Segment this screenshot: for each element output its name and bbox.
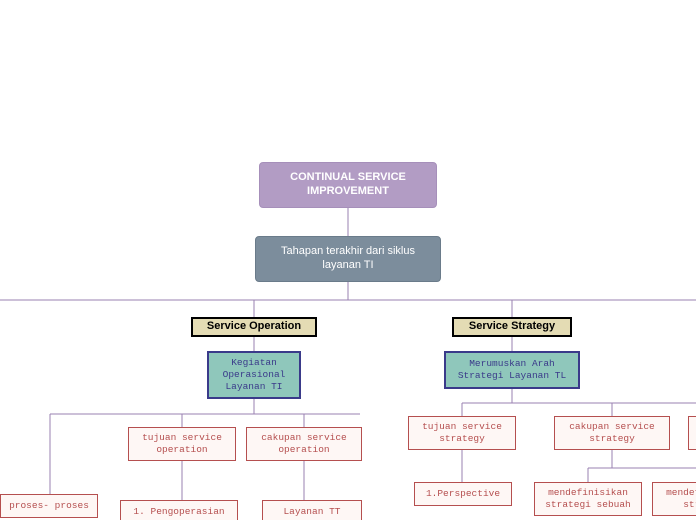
node-root: CONTINUAL SERVICE IMPROVEMENT: [259, 162, 437, 208]
node-label: proses- proses: [9, 500, 89, 512]
node-label: tujuan service operation: [142, 432, 222, 456]
node-label: cakupan service operation: [261, 432, 347, 456]
node-st_tujuan: tujuan service strategy: [408, 416, 516, 450]
node-st_def1: mendefinisikan strategi sebuah: [534, 482, 642, 516]
node-svc_op_hdr: Service Operation: [191, 317, 317, 337]
node-st_cakupan: cakupan service strategy: [554, 416, 670, 450]
node-label: mendefinisikan strategi sebuah: [545, 487, 631, 511]
node-op_cakupan: cakupan service operation: [246, 427, 362, 461]
diagram-canvas: CONTINUAL SERVICE IMPROVEMENT Tahapan ter…: [0, 0, 696, 520]
node-right_edge: t: [688, 416, 696, 450]
node-svc_st_box: Merumuskan Arah Strategi Layanan TL: [444, 351, 580, 389]
node-sub: Tahapan terakhir dari siklus layanan TI: [255, 236, 441, 282]
node-label: tujuan service strategy: [422, 421, 502, 445]
node-label: Kegiatan Operasional Layanan TI: [223, 357, 286, 393]
node-label: Service Strategy: [469, 320, 555, 334]
node-label: cakupan service strategy: [569, 421, 655, 445]
node-label: Merumuskan Arah Strategi Layanan TL: [458, 358, 566, 382]
node-op_proses: proses- proses: [0, 494, 98, 518]
node-label: 1. Pengoperasian: [133, 506, 224, 518]
node-op_lay: Layanan TT: [262, 500, 362, 520]
node-svc_op_box: Kegiatan Operasional Layanan TI: [207, 351, 301, 399]
node-label: Layanan TT: [283, 506, 340, 518]
node-op_tujuan: tujuan service operation: [128, 427, 236, 461]
node-op_peng: 1. Pengoperasian: [120, 500, 238, 520]
node-label: mendefinisikan strategi: [666, 487, 696, 511]
node-label: Service Operation: [207, 320, 301, 334]
node-st_def2: mendefinisikan strategi: [652, 482, 696, 516]
node-label: 1.Perspective: [426, 488, 500, 500]
node-st_persp: 1.Perspective: [414, 482, 512, 506]
node-svc_st_hdr: Service Strategy: [452, 317, 572, 337]
node-label: Tahapan terakhir dari siklus layanan TI: [281, 245, 415, 273]
node-label: CONTINUAL SERVICE IMPROVEMENT: [290, 171, 406, 199]
